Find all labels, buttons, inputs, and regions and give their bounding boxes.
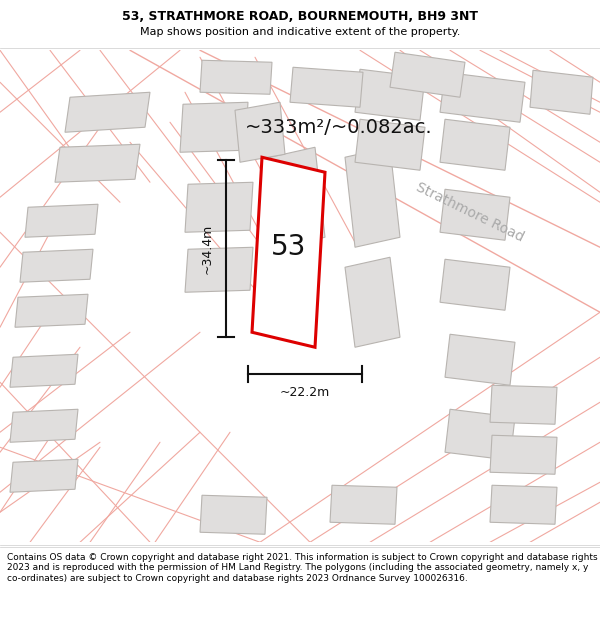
Polygon shape xyxy=(490,485,557,524)
Polygon shape xyxy=(185,182,253,232)
Polygon shape xyxy=(15,294,88,328)
Polygon shape xyxy=(180,102,248,152)
Polygon shape xyxy=(490,435,557,474)
Polygon shape xyxy=(530,70,593,114)
Polygon shape xyxy=(345,148,400,248)
Polygon shape xyxy=(440,259,510,310)
Polygon shape xyxy=(252,158,325,348)
Polygon shape xyxy=(355,69,425,120)
Text: ~34.4m: ~34.4m xyxy=(201,224,214,274)
Polygon shape xyxy=(355,119,425,170)
Polygon shape xyxy=(445,334,515,385)
Text: Map shows position and indicative extent of the property.: Map shows position and indicative extent… xyxy=(140,27,460,37)
Polygon shape xyxy=(330,485,397,524)
Polygon shape xyxy=(490,385,557,424)
Text: ~333m²/~0.082ac.: ~333m²/~0.082ac. xyxy=(245,118,433,138)
Polygon shape xyxy=(345,258,400,348)
Polygon shape xyxy=(200,60,272,94)
Polygon shape xyxy=(25,204,98,238)
Polygon shape xyxy=(10,354,78,388)
Text: 53: 53 xyxy=(271,233,307,261)
Text: ~22.2m: ~22.2m xyxy=(280,386,330,399)
Polygon shape xyxy=(270,148,325,248)
Polygon shape xyxy=(10,409,78,442)
Polygon shape xyxy=(235,102,285,162)
Polygon shape xyxy=(200,495,267,534)
Polygon shape xyxy=(445,409,515,460)
Polygon shape xyxy=(185,248,253,292)
Polygon shape xyxy=(10,459,78,492)
Polygon shape xyxy=(390,52,465,98)
Text: 53, STRATHMORE ROAD, BOURNEMOUTH, BH9 3NT: 53, STRATHMORE ROAD, BOURNEMOUTH, BH9 3N… xyxy=(122,9,478,22)
Polygon shape xyxy=(440,189,510,240)
Text: Strathmore Road: Strathmore Road xyxy=(414,180,526,244)
Polygon shape xyxy=(65,92,150,132)
Text: Contains OS data © Crown copyright and database right 2021. This information is : Contains OS data © Crown copyright and d… xyxy=(7,553,598,582)
Polygon shape xyxy=(20,249,93,282)
Polygon shape xyxy=(55,144,140,182)
Polygon shape xyxy=(440,119,510,170)
Polygon shape xyxy=(290,68,363,108)
Polygon shape xyxy=(440,72,525,122)
